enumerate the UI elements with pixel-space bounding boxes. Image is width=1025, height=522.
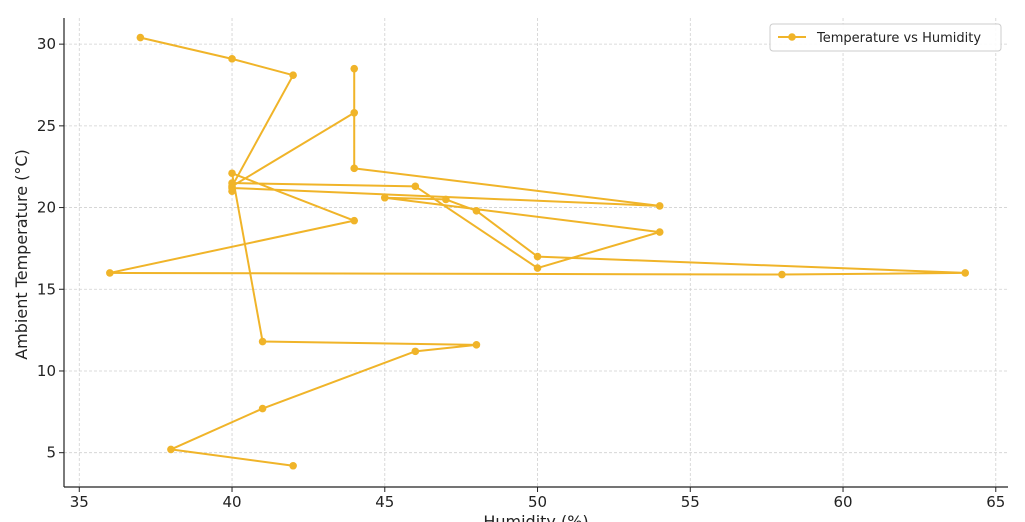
data-point: [289, 71, 297, 79]
data-point: [961, 269, 970, 277]
data-point: [380, 193, 389, 202]
data-point: [228, 169, 236, 178]
data-point: [350, 164, 359, 173]
y-axis-title: Ambient Temperature (°C): [12, 149, 31, 360]
data-point: [442, 195, 450, 204]
legend-box: [769, 23, 1002, 52]
data-point: [778, 270, 786, 279]
data-point: [533, 264, 542, 272]
data-point: [258, 337, 267, 346]
data-point: [228, 179, 236, 187]
data-point: [289, 461, 297, 470]
axes: [63, 18, 1008, 488]
data-point: [167, 445, 175, 454]
data-point: [228, 55, 236, 63]
x-tick-label: 40: [222, 493, 241, 511]
x-tick-label: 50: [528, 493, 547, 511]
data-point: [655, 228, 664, 236]
data-point: [258, 404, 267, 413]
data-point: [411, 347, 420, 356]
x-tick-label: 45: [375, 493, 394, 511]
x-tick-label: 65: [986, 493, 1005, 511]
legend-entry: Temperature vs Humidity: [816, 31, 981, 46]
data-point: [472, 207, 481, 215]
legend-marker-sample: [788, 33, 796, 41]
legend: Temperature vs Humidity: [769, 23, 1002, 52]
series-line: [108, 36, 967, 467]
data-point: [106, 269, 114, 277]
x-tick-label: 55: [681, 493, 700, 511]
y-tick-label: 15: [37, 280, 56, 298]
y-tick-label: 5: [46, 444, 56, 462]
y-tick-label: 20: [37, 199, 56, 217]
x-tick-label: 35: [70, 493, 89, 511]
data-point: [228, 187, 236, 196]
series: [106, 33, 970, 470]
x-axis-title: Humidity (%): [483, 512, 588, 522]
data-point: [350, 216, 359, 225]
data-point: [411, 182, 420, 191]
data-point: [136, 33, 145, 42]
x-tick-label: 60: [833, 493, 852, 511]
grid: [64, 18, 1008, 487]
data-point: [533, 252, 542, 261]
ticks: 35 40 45 50 55 60 65 5 10 15 20 25 30: [37, 35, 1005, 511]
data-point: [472, 341, 481, 349]
data-point: [655, 202, 664, 210]
y-tick-label: 30: [37, 35, 56, 53]
data-point: [350, 64, 359, 73]
data-point: [350, 108, 359, 117]
y-tick-label: 25: [37, 117, 56, 135]
y-tick-label: 10: [37, 362, 56, 380]
